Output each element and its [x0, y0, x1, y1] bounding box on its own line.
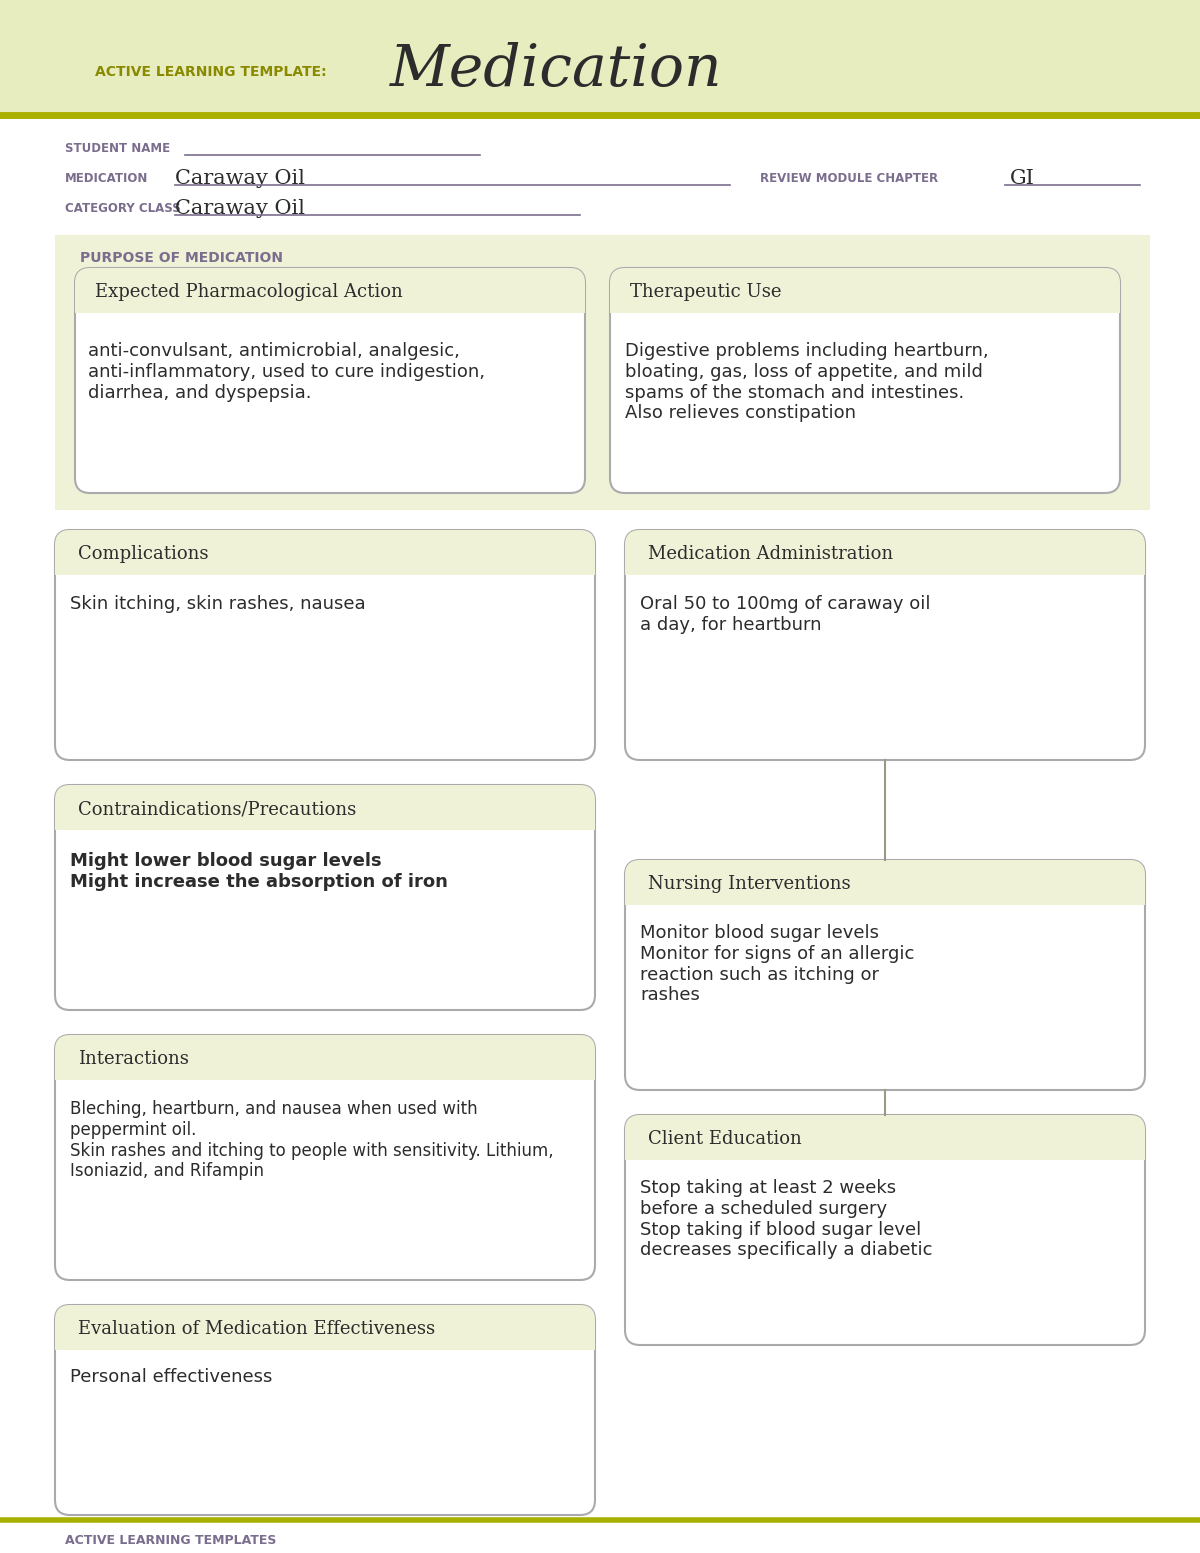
Bar [625, 1140, 1145, 1160]
FancyBboxPatch shape [0, 0, 1200, 115]
Text: ACTIVE LEARNING TEMPLATES: ACTIVE LEARNING TEMPLATES [65, 1533, 276, 1547]
FancyBboxPatch shape [55, 1305, 595, 1516]
Bar [55, 811, 595, 829]
Text: Medication Administration: Medication Administration [648, 545, 893, 564]
FancyBboxPatch shape [625, 1115, 1145, 1345]
Text: Personal effectiveness: Personal effectiveness [70, 1368, 272, 1385]
FancyBboxPatch shape [55, 784, 595, 829]
Text: Interactions: Interactions [78, 1050, 188, 1068]
Bar [625, 554, 1145, 575]
Text: Evaluation of Medication Effectiveness: Evaluation of Medication Effectiveness [78, 1320, 436, 1339]
Bar [55, 1329, 595, 1350]
Text: Caraway Oil: Caraway Oil [175, 199, 305, 217]
Text: Nursing Interventions: Nursing Interventions [648, 874, 851, 893]
Bar [74, 294, 586, 314]
Text: PURPOSE OF MEDICATION: PURPOSE OF MEDICATION [80, 252, 283, 266]
Text: ACTIVE LEARNING TEMPLATE:: ACTIVE LEARNING TEMPLATE: [95, 65, 326, 79]
FancyBboxPatch shape [625, 1115, 1145, 1160]
Text: anti-convulsant, antimicrobial, analgesic,
anti-inflammatory, used to cure indig: anti-convulsant, antimicrobial, analgesi… [88, 342, 485, 402]
FancyBboxPatch shape [55, 1034, 595, 1079]
Text: Complications: Complications [78, 545, 209, 564]
Text: Medication: Medication [390, 42, 722, 98]
FancyBboxPatch shape [74, 269, 586, 314]
FancyBboxPatch shape [55, 530, 595, 575]
FancyBboxPatch shape [610, 269, 1120, 314]
Text: Digestive problems including heartburn,
bloating, gas, loss of appetite, and mil: Digestive problems including heartburn, … [625, 342, 989, 422]
Text: REVIEW MODULE CHAPTER: REVIEW MODULE CHAPTER [760, 171, 938, 185]
Text: Caraway Oil: Caraway Oil [175, 168, 305, 188]
Text: Oral 50 to 100mg of caraway oil
a day, for heartburn: Oral 50 to 100mg of caraway oil a day, f… [640, 595, 930, 634]
Text: Monitor blood sugar levels
Monitor for signs of an allergic
reaction such as itc: Monitor blood sugar levels Monitor for s… [640, 924, 914, 1005]
FancyBboxPatch shape [625, 530, 1145, 575]
Text: GI: GI [1010, 168, 1034, 188]
FancyBboxPatch shape [74, 269, 586, 492]
Text: Stop taking at least 2 weeks
before a scheduled surgery
Stop taking if blood sug: Stop taking at least 2 weeks before a sc… [640, 1179, 932, 1259]
Text: Bleching, heartburn, and nausea when used with
peppermint oil.
Skin rashes and i: Bleching, heartburn, and nausea when use… [70, 1100, 553, 1180]
FancyBboxPatch shape [625, 860, 1145, 905]
Text: Skin itching, skin rashes, nausea: Skin itching, skin rashes, nausea [70, 595, 366, 613]
Text: Might lower blood sugar levels
Might increase the absorption of iron: Might lower blood sugar levels Might inc… [70, 853, 448, 891]
FancyBboxPatch shape [55, 235, 1150, 509]
Text: Therapeutic Use: Therapeutic Use [630, 283, 781, 301]
Bar [55, 554, 595, 575]
FancyBboxPatch shape [610, 269, 1120, 492]
Bar [610, 294, 1120, 314]
Text: STUDENT NAME: STUDENT NAME [65, 141, 170, 154]
FancyBboxPatch shape [625, 860, 1145, 1090]
Bar [625, 885, 1145, 905]
Text: MEDICATION: MEDICATION [65, 171, 149, 185]
FancyBboxPatch shape [55, 1305, 595, 1350]
Text: CATEGORY CLASS: CATEGORY CLASS [65, 202, 181, 214]
FancyBboxPatch shape [625, 530, 1145, 759]
Text: Contraindications/Precautions: Contraindications/Precautions [78, 800, 356, 818]
Bar [55, 1061, 595, 1079]
Text: Client Education: Client Education [648, 1131, 802, 1148]
Text: Expected Pharmacological Action: Expected Pharmacological Action [95, 283, 403, 301]
FancyBboxPatch shape [55, 530, 595, 759]
FancyBboxPatch shape [55, 784, 595, 1009]
FancyBboxPatch shape [55, 1034, 595, 1280]
